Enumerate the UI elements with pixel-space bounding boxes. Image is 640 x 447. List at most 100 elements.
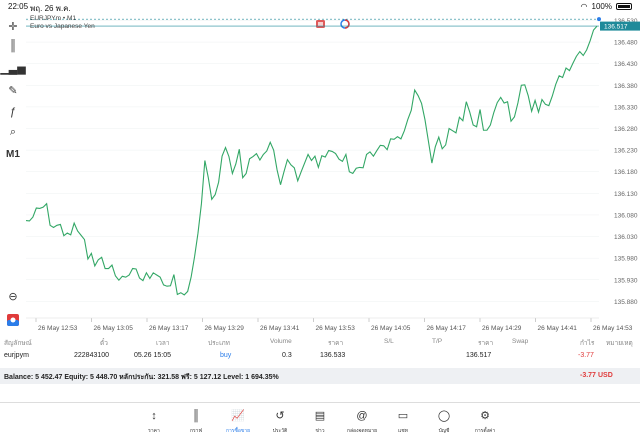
account-icon: ◯ <box>437 410 451 422</box>
one-click-half <box>344 19 350 29</box>
col-price: ราคา <box>478 340 494 347</box>
nav-settings-label: การตั้งค่า <box>474 428 496 434</box>
row-volume: 0.3 <box>282 352 292 359</box>
col-comment: หมายเหตุ <box>606 340 633 347</box>
nav-chat-label: แชท <box>398 428 408 434</box>
x-tick-label: 26 May 13:41 <box>260 325 300 332</box>
col-sl: S/L <box>384 338 394 345</box>
wifi-icon: ◠ <box>580 2 588 11</box>
row-type: buy <box>220 352 232 359</box>
chat-icon: ▭ <box>397 410 409 422</box>
balance-bar: Balance: 5 452.47 Equity: 5 448.70 หลักป… <box>0 368 640 384</box>
positions-header: สัญลักษณ์ ตั๋ว เวลา ประเภท Volume ราคา S… <box>0 338 640 350</box>
nav-settings[interactable]: ⚙ การตั้งค่า <box>467 409 503 435</box>
y-tick-label: 135.980 <box>614 256 638 263</box>
col-profit: กำไร <box>580 340 595 347</box>
col-volume: Volume <box>270 338 292 345</box>
nav-chart[interactable]: ║ กราฟ <box>178 409 214 435</box>
bid-tag-bg <box>600 21 640 31</box>
row-profit: -3.77 <box>578 352 594 359</box>
y-tick-label: 135.930 <box>614 277 638 284</box>
status-bar: 22:05 พฤ. 26 พ.ค. ◠ 100% <box>0 0 640 14</box>
y-tick-label: 136.530 <box>614 18 638 25</box>
bottom-nav: ↕ ราคา ║ กราฟ 📈 การซื้อขาย ↺ ประวัติ ▤ ข่าว @… <box>0 402 640 447</box>
chart-area[interactable]: EURJPYm • M1 Euro vs Japanese Yen 136.53… <box>25 14 640 338</box>
row-price: 136.517 <box>466 352 492 359</box>
y-tick-label: 136.230 <box>614 148 638 155</box>
bid-price-tag: 136.517 <box>600 21 640 31</box>
row-time: 05.26 15:05 <box>134 352 171 359</box>
objects-icon[interactable]: ⌕ <box>9 125 17 138</box>
trade-icon: 📈 <box>231 410 245 422</box>
balance-text: Balance: 5 452.47 Equity: 5 448.70 หลักป… <box>4 374 279 381</box>
chart-icon: ║ <box>192 410 200 422</box>
crosshair-icon[interactable]: ✛ <box>8 20 18 33</box>
one-click-trading-icon[interactable] <box>5 312 21 328</box>
zoom-icon[interactable]: ⊖ <box>8 290 18 303</box>
nav-news[interactable]: ▤ ข่าว <box>302 409 338 435</box>
chart-description: Euro vs Japanese Yen <box>30 23 95 30</box>
position-row[interactable]: eurjpym 222843100 05.26 15:05 buy 0.3 13… <box>0 352 640 366</box>
col-open-price: ราคา <box>328 340 344 347</box>
y-tick-label: 136.080 <box>614 212 638 219</box>
balance-currency: USD <box>598 372 613 379</box>
chart-header: EURJPYm • M1 Euro vs Japanese Yen <box>30 15 95 31</box>
nav-chat[interactable]: ▭ แชท <box>385 409 421 435</box>
settings-icon: ⚙ <box>480 410 490 422</box>
nav-history-label: ประวัติ <box>272 428 288 434</box>
nav-mailbox[interactable]: @ กล่องจดหมาย <box>344 409 380 435</box>
bid-tag-text: 136.517 <box>604 23 628 30</box>
function-icon[interactable]: ƒ <box>9 106 17 118</box>
timeframe-button[interactable]: M1 <box>6 148 20 160</box>
indicators-icon[interactable]: ▁▃▅ <box>0 62 26 75</box>
history-icon: ↺ <box>275 410 285 422</box>
battery-percent: 100% <box>591 2 612 11</box>
nav-trade-label: การซื้อขาย <box>225 428 251 434</box>
one-click-shape <box>7 314 19 326</box>
y-tick-label: 136.330 <box>614 104 638 111</box>
x-tick-label: 26 May 14:29 <box>482 325 522 332</box>
nav-news-label: ข่าว <box>315 428 325 434</box>
x-tick-label: 26 May 13:05 <box>94 325 134 332</box>
balance-profit: -3.77 <box>580 372 596 379</box>
x-tick-label: 26 May 13:29 <box>205 325 245 332</box>
y-tick-label: 136.430 <box>614 61 638 68</box>
status-date: พฤ. 26 พ.ค. <box>30 4 71 13</box>
row-ticket: 222843100 <box>74 352 110 359</box>
nav-trade[interactable]: 📈 การซื้อขาย <box>220 409 256 435</box>
col-tp: T/P <box>432 338 443 345</box>
row-symbol: eurjpym <box>4 352 29 359</box>
y-tick-label: 136.480 <box>614 40 638 47</box>
nav-chart-label: กราฟ <box>189 428 203 434</box>
nav-history[interactable]: ↺ ประวัติ <box>262 409 298 435</box>
x-tick-label: 26 May 14:17 <box>427 325 467 332</box>
y-axis: 136.530 136.480 136.430 136.380 136.330 136.2… <box>614 18 638 306</box>
y-tick-label: 136.280 <box>614 126 638 133</box>
x-tick-label: 26 May 12:53 <box>38 325 78 332</box>
candlestick-icon[interactable]: ║ <box>9 40 17 52</box>
status-time: 22:05 <box>8 2 29 11</box>
status-right: ◠ 100% <box>581 2 632 11</box>
nav-account-label: บัญชี <box>438 428 450 434</box>
y-tick-label: 136.180 <box>614 169 638 176</box>
row-open-price: 136.533 <box>320 352 346 359</box>
nav-mailbox-label: กล่องจดหมาย <box>346 428 378 434</box>
col-swap: Swap <box>512 338 529 345</box>
y-tick-label: 136.030 <box>614 234 638 241</box>
one-click-toggle[interactable] <box>340 19 350 29</box>
mailbox-icon: @ <box>356 410 368 422</box>
price-series-line <box>25 25 598 296</box>
pencil-icon[interactable]: ✎ <box>8 84 18 97</box>
x-tick-label: 26 May 14:53 <box>593 325 633 332</box>
col-ticket: ตั๋ว <box>100 340 108 347</box>
x-tick-label: 26 May 14:41 <box>538 325 578 332</box>
y-tick-label: 136.130 <box>614 191 638 198</box>
last-price-dot <box>597 17 601 22</box>
sell-button-mini[interactable] <box>316 20 325 28</box>
quotes-icon: ↕ <box>151 410 157 422</box>
battery-icon <box>616 3 632 10</box>
nav-account[interactable]: ◯ บัญชี <box>426 409 462 435</box>
price-chart: 136.530 136.480 136.430 136.380 136.330 136.2… <box>25 17 640 332</box>
nav-quotes[interactable]: ↕ ราคา <box>136 409 172 435</box>
x-tick-label: 26 May 14:05 <box>371 325 411 332</box>
